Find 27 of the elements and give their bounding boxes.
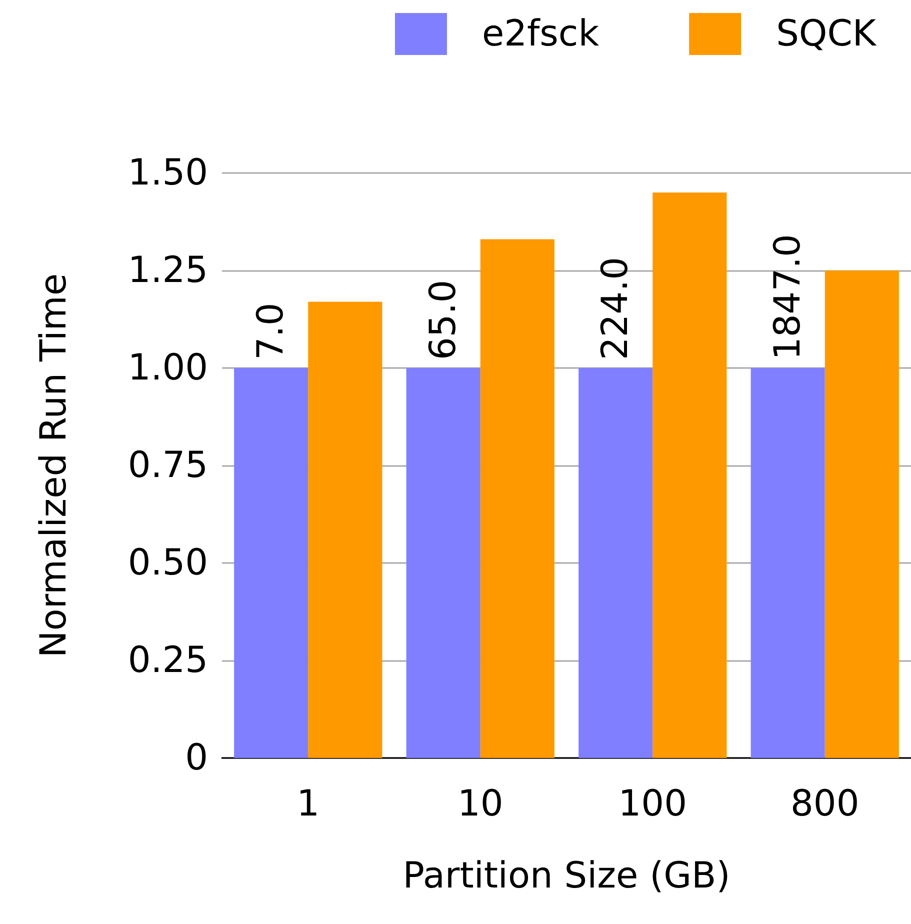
annotation: 65.0 [422, 280, 464, 360]
x-tick-label: 1 [296, 784, 320, 824]
y-tick-label: 0.75 [128, 445, 208, 486]
y-tick-label: 1.00 [128, 348, 208, 388]
bar [406, 368, 480, 758]
bar [308, 302, 382, 758]
y-tick-label: 1.25 [128, 250, 208, 291]
bar [578, 368, 653, 758]
bar [652, 192, 727, 758]
annotation: 7.0 [250, 302, 292, 360]
y-tick-label: 0 [185, 738, 208, 778]
x-tick-label: 100 [618, 784, 687, 824]
legend-label: e2fsck [482, 14, 600, 54]
bar [750, 368, 825, 758]
bar [824, 270, 899, 758]
y-tick-label: 0.50 [128, 542, 208, 584]
x-tick-label: 800 [790, 784, 860, 824]
bar [480, 239, 554, 758]
x-axis-title: Partition Size (GB) [402, 856, 730, 896]
bar [234, 368, 308, 758]
x-tick-label: 10 [457, 784, 504, 824]
y-tick-label: 0.25 [128, 640, 208, 681]
annotation: 224.0 [595, 256, 636, 360]
legend-label: SQCK [776, 14, 878, 54]
y-tick-label: 1.50 [128, 152, 208, 194]
annotation: 1847.0 [767, 234, 808, 360]
y-axis-title: Normalized Run Time [34, 273, 74, 658]
